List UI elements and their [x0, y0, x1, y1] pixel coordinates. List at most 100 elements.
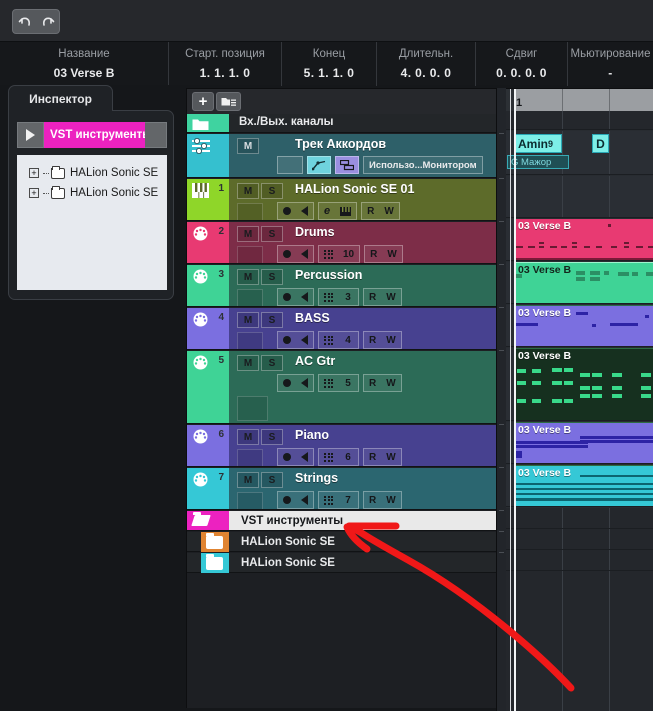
track-name[interactable]: Drums	[295, 225, 335, 239]
track-row-strings[interactable]: 7 M S Strings 7	[187, 468, 506, 510]
read-automation-button[interactable]: R	[369, 291, 377, 303]
solo-button[interactable]: S	[261, 472, 283, 488]
monitor-button[interactable]	[296, 246, 313, 262]
add-track-button[interactable]: +	[192, 92, 214, 111]
record-enable-button[interactable]	[278, 492, 296, 508]
lane-piano[interactable]: 03 Verse B	[506, 422, 653, 464]
track-input-slot[interactable]	[237, 246, 263, 263]
mute-button[interactable]: M	[237, 355, 259, 371]
record-enable-button[interactable]	[278, 289, 296, 305]
arrange-divider[interactable]	[496, 88, 506, 711]
clip-piano[interactable]: 03 Verse B	[514, 422, 653, 463]
monitor-source-button[interactable]: Использо...Монитором	[363, 156, 483, 174]
track-row-halion-sonic-se-01[interactable]: 1 M S HALion Sonic SE 01 e	[187, 179, 506, 221]
track-name[interactable]: Strings	[295, 471, 339, 485]
solo-button[interactable]: S	[261, 312, 283, 328]
mute-button[interactable]: M	[237, 472, 259, 488]
folder-row-halion-sonic-se-2[interactable]: HALion Sonic SE	[187, 552, 506, 573]
lane-bass[interactable]: 03 Verse B	[506, 305, 653, 347]
midi-channel-number[interactable]: 3	[345, 291, 351, 303]
read-automation-button[interactable]: R	[369, 334, 377, 346]
lane-folder-halion-1[interactable]	[506, 529, 653, 550]
info-cell-end[interactable]: Конец 5. 1. 1. 0	[282, 42, 377, 86]
track-input-slot[interactable]	[237, 332, 263, 349]
lane-strings[interactable]: 03 Verse B	[506, 465, 653, 507]
folder-row-vst-instruments[interactable]: VST инструменты	[187, 511, 506, 531]
write-automation-button[interactable]: W	[387, 248, 397, 260]
lane-io-channels[interactable]	[506, 111, 653, 130]
info-cell-offset[interactable]: Сдвиг 0. 0. 0. 0	[476, 42, 568, 86]
chord-event-2[interactable]: D	[592, 134, 609, 153]
midi-channel-icon[interactable]	[319, 289, 338, 305]
expand-icon[interactable]: +	[29, 168, 39, 178]
read-automation-button[interactable]: R	[367, 205, 375, 217]
track-input-slot[interactable]	[237, 396, 268, 421]
chord-event-1[interactable]: Amin 9	[514, 134, 562, 153]
write-automation-button[interactable]: W	[386, 494, 396, 506]
clip-strings[interactable]: 03 Verse B	[514, 465, 653, 506]
folder-icon[interactable]	[216, 92, 241, 111]
record-enable-button[interactable]	[277, 156, 303, 174]
clip-ac-gtr[interactable]: 03 Verse B	[514, 348, 653, 420]
write-automation-button[interactable]: W	[386, 291, 396, 303]
info-cell-start[interactable]: Старт. позиция 1. 1. 1. 0	[169, 42, 282, 86]
clip-bass[interactable]: 03 Verse B	[514, 305, 653, 346]
track-name[interactable]: BASS	[295, 311, 330, 325]
list-item[interactable]: + HALion Sonic SE	[17, 163, 167, 183]
track-input-slot[interactable]	[237, 289, 263, 306]
record-enable-button[interactable]	[278, 449, 296, 465]
midi-channel-icon[interactable]	[319, 449, 338, 465]
solo-button[interactable]: S	[261, 269, 283, 285]
midi-channel-icon[interactable]	[319, 375, 338, 391]
info-cell-name[interactable]: Название 03 Verse B	[0, 42, 169, 86]
lane-percussion[interactable]: 03 Verse B	[506, 262, 653, 304]
tab-inspector[interactable]: Инспектор	[8, 85, 113, 111]
write-automation-button[interactable]: W	[384, 205, 394, 217]
edit-instrument-button[interactable]: e	[324, 205, 331, 217]
playhead-cursor[interactable]	[514, 89, 516, 711]
info-cell-mute[interactable]: Мьютирование -	[568, 42, 653, 86]
expand-icon[interactable]: +	[29, 188, 39, 198]
automation-icon[interactable]	[307, 156, 331, 174]
vst-instruments-title[interactable]: VST инструменты	[44, 122, 145, 148]
lane-folder-halion-2[interactable]	[506, 550, 653, 571]
monitor-button[interactable]	[296, 449, 313, 465]
read-automation-button[interactable]: R	[370, 248, 378, 260]
read-automation-button[interactable]: R	[369, 494, 377, 506]
track-row-drums[interactable]: 2 M S Drums 10	[187, 222, 506, 264]
solo-button[interactable]: S	[261, 355, 283, 371]
record-enable-button[interactable]	[278, 375, 296, 391]
info-cell-length[interactable]: Длительн. 4. 0. 0. 0	[377, 42, 476, 86]
read-automation-button[interactable]: R	[369, 377, 377, 389]
track-input-slot[interactable]	[237, 203, 263, 220]
track-input-slot[interactable]	[237, 492, 263, 509]
lane-ac-gtr[interactable]: 03 Verse B	[506, 348, 653, 421]
list-item[interactable]: + HALion Sonic SE	[17, 183, 167, 203]
lane-chord-track[interactable]: Amin 9 D G Мажор	[506, 131, 653, 175]
monitor-button[interactable]	[296, 203, 313, 219]
undo-icon[interactable]	[13, 10, 36, 33]
monitor-button[interactable]	[296, 375, 313, 391]
lanes-icon[interactable]	[335, 156, 359, 174]
track-name[interactable]: Piano	[295, 428, 330, 442]
lane-folder-vst[interactable]	[506, 508, 653, 529]
instrument-keyboard-icon[interactable]	[335, 203, 356, 219]
play-icon[interactable]	[17, 122, 44, 148]
write-automation-button[interactable]: W	[386, 334, 396, 346]
mute-button[interactable]: M	[237, 183, 259, 199]
mute-button[interactable]: M	[237, 138, 259, 154]
record-enable-button[interactable]	[278, 332, 296, 348]
solo-button[interactable]: S	[261, 226, 283, 242]
track-name[interactable]: AC Gtr	[295, 354, 336, 368]
midi-channel-number[interactable]: 10	[343, 248, 355, 260]
write-automation-button[interactable]: W	[386, 377, 396, 389]
solo-button[interactable]: S	[261, 429, 283, 445]
midi-channel-number[interactable]: 4	[345, 334, 351, 346]
mute-button[interactable]: M	[237, 226, 259, 242]
key-signature-event[interactable]: G Мажор	[507, 155, 569, 169]
track-name[interactable]: HALion Sonic SE 01	[295, 182, 415, 196]
lane-halion-sonic-se-01[interactable]	[506, 176, 653, 218]
mute-button[interactable]: M	[237, 269, 259, 285]
track-name[interactable]: Трек Аккордов	[295, 137, 387, 151]
lane-drums[interactable]: 03 Verse B	[506, 219, 653, 261]
